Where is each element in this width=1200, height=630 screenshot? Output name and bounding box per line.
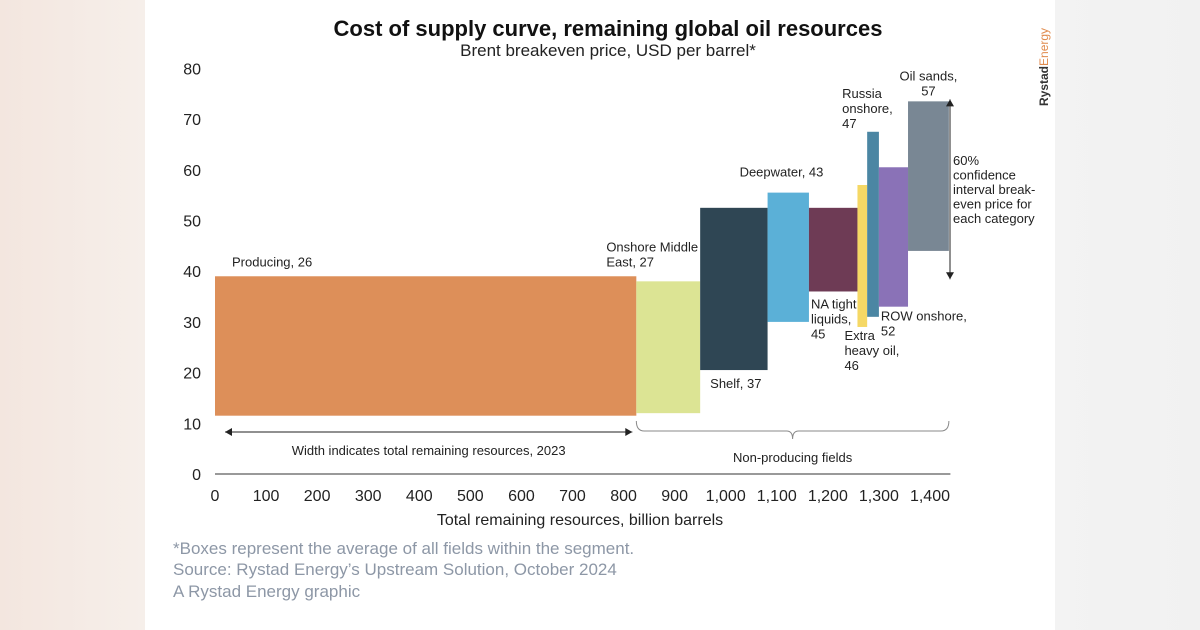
brand-part1: Rystad: [1037, 66, 1051, 106]
segment-label: Oil sands,: [900, 68, 958, 83]
y-tick-label: 30: [183, 315, 201, 332]
width-arrow-left-head: [225, 428, 232, 436]
segment-label: Onshore Middle: [606, 239, 698, 254]
segment-label: liquids,: [811, 311, 851, 326]
segment-label: onshore,: [842, 101, 893, 116]
confidence-arrow-top-head: [946, 99, 954, 107]
segment-label: NA tight: [811, 296, 857, 311]
x-tick-label: 700: [559, 488, 586, 505]
confidence-arrow-bottom-head: [946, 272, 954, 280]
bar-deepwater: [767, 192, 809, 322]
confidence-note: even price for: [953, 197, 1032, 212]
width-note: Width indicates total remaining resource…: [292, 443, 566, 458]
chart-title: Cost of supply curve, remaining global o…: [334, 16, 883, 41]
bar-oil-sands: [908, 101, 949, 251]
non-producing-label: Non-producing fields: [733, 450, 853, 465]
segment-label: ROW onshore,: [881, 309, 967, 324]
chart-subtitle: Brent breakeven price, USD per barrel*: [460, 41, 756, 60]
width-arrow-right-head: [625, 428, 633, 436]
bars-layer: [215, 101, 949, 416]
segment-label: 46: [844, 358, 858, 373]
x-tick-label: 1,400: [910, 488, 950, 505]
bar-producing: [215, 276, 637, 416]
bar-russia-onshore: [867, 131, 879, 317]
segment-label: Extra: [844, 328, 875, 343]
segment-label: 47: [842, 116, 856, 131]
x-tick-label: 200: [304, 488, 331, 505]
y-tick-label: 80: [183, 61, 201, 78]
y-tick-label: 50: [183, 214, 201, 231]
footnote-boxes: *Boxes represent the average of all fiel…: [173, 539, 634, 558]
non-producing-bracket: [635, 420, 950, 440]
segment-label: East, 27: [606, 254, 654, 269]
y-tick-label: 70: [183, 112, 201, 129]
x-tick-label: 900: [661, 488, 688, 505]
segment-label: Deepwater, 43: [740, 165, 824, 180]
segment-label: heavy oil,: [844, 343, 899, 358]
y-tick-label: 10: [183, 416, 201, 433]
confidence-note: confidence: [953, 168, 1016, 183]
segment-label: Producing, 26: [232, 254, 312, 269]
x-tick-label: 300: [355, 488, 382, 505]
x-tick-label: 1,200: [808, 488, 848, 505]
y-tick-label: 60: [183, 163, 201, 180]
x-tick-label: 1,100: [757, 488, 797, 505]
x-tick-label: 1,300: [859, 488, 899, 505]
bar-row-onshore: [878, 167, 909, 307]
y-tick-label: 20: [183, 366, 201, 383]
x-tick-label: 800: [610, 488, 637, 505]
brand-part2: Energy: [1037, 28, 1051, 66]
x-tick-label: 400: [406, 488, 433, 505]
x-tick-label: 100: [253, 488, 280, 505]
y-tick-label: 0: [192, 467, 201, 484]
x-tick-label: 500: [457, 488, 484, 505]
confidence-note: 60%: [953, 153, 979, 168]
segment-label: 45: [811, 326, 825, 341]
svg-text:RystadEnergy: RystadEnergy: [1037, 28, 1051, 106]
segment-label: Shelf, 37: [710, 376, 761, 391]
confidence-note: each category: [953, 211, 1035, 226]
x-tick-label: 0: [211, 488, 220, 505]
bar-onshore-middle-east: [636, 281, 701, 414]
x-tick-label: 600: [508, 488, 535, 505]
y-tick-label: 40: [183, 264, 201, 281]
bar-extra-heavy-oil: [857, 185, 868, 327]
segment-label: 52: [881, 324, 895, 339]
footnote-credit: A Rystad Energy graphic: [173, 582, 361, 601]
bar-na-tight-liquids: [808, 207, 858, 292]
x-tick-label: 1,000: [706, 488, 746, 505]
annotations-layer: Width indicates total remaining resource…: [225, 99, 1035, 465]
confidence-note: interval break-: [953, 182, 1035, 197]
segment-label: Russia: [842, 86, 883, 101]
footnote-source: Source: Rystad Energy’s Upstream Solutio…: [173, 560, 617, 579]
segment-label: 57: [921, 83, 935, 98]
bar-shelf: [700, 207, 768, 371]
brand-logo: RystadEnergy: [1037, 28, 1051, 106]
x-axis-title: Total remaining resources, billion barre…: [437, 512, 723, 529]
